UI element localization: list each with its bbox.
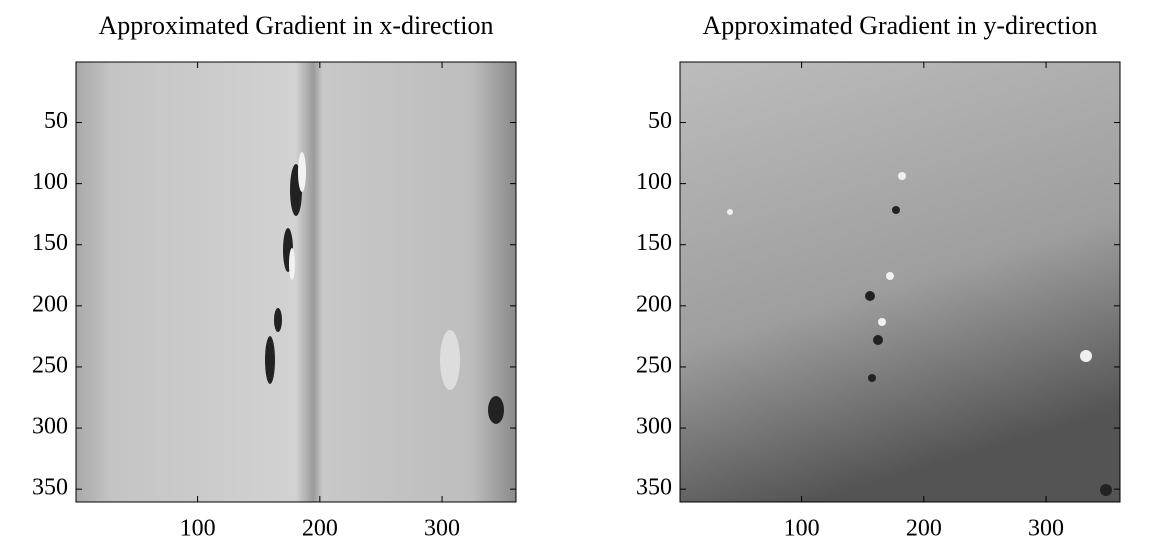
y-tick-label: 350 [32, 475, 68, 501]
chart-title: Approximated Gradient in x-direction [99, 11, 494, 40]
y-tick-label: 350 [636, 475, 672, 501]
image [680, 62, 1120, 502]
figure: Approximated Gradient in x-direction 100 2… [0, 0, 1174, 546]
y-tick-label: 200 [636, 291, 672, 317]
x-tick-label: 200 [906, 516, 942, 542]
y-tick-label: 250 [636, 352, 672, 378]
y-tick-label: 50 [44, 108, 68, 134]
panel: Approximated Gradient in x-direction 100 2… [32, 11, 516, 542]
y-tick-label: 300 [32, 414, 68, 440]
y-tick-label: 100 [32, 169, 68, 195]
y-tick-label: 150 [32, 230, 68, 256]
x-tick-label: 300 [424, 516, 460, 542]
x-tick-label: 100 [180, 516, 216, 542]
x-tick-label: 100 [784, 516, 820, 542]
y-tick-label: 300 [636, 414, 672, 440]
panel: Approximated Gradient in y-direction 100 2… [636, 11, 1120, 542]
x-tick-label: 200 [302, 516, 338, 542]
image [76, 62, 516, 502]
y-tick-label: 50 [648, 108, 672, 134]
y-tick-label: 200 [32, 291, 68, 317]
y-tick-label: 150 [636, 230, 672, 256]
y-tick-label: 100 [636, 169, 672, 195]
y-tick-label: 250 [32, 352, 68, 378]
x-tick-label: 300 [1028, 516, 1064, 542]
chart-title: Approximated Gradient in y-direction [703, 11, 1098, 40]
